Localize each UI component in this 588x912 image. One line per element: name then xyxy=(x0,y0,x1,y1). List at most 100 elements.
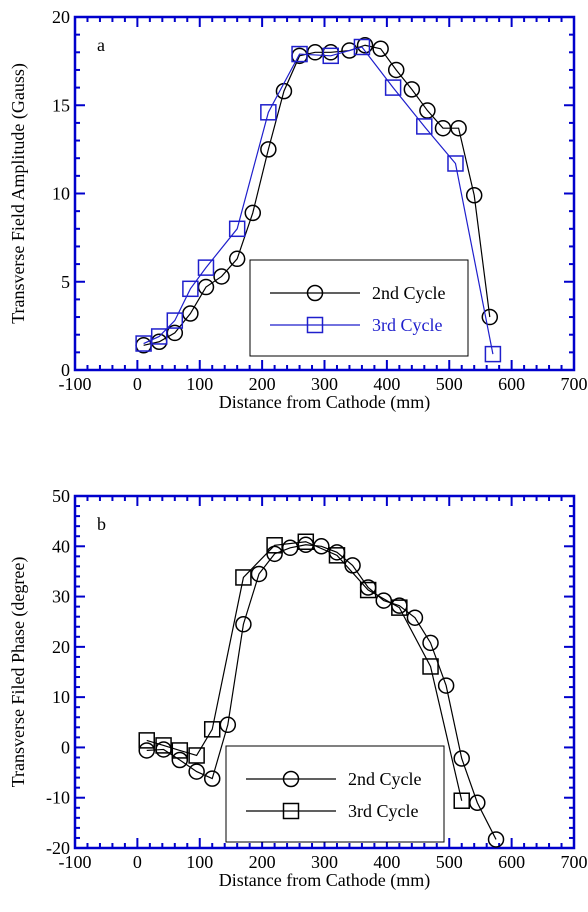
x-tick-label: 0 xyxy=(133,852,142,872)
x-tick-label: 500 xyxy=(436,852,463,872)
legend-label: 3rd Cycle xyxy=(372,315,442,335)
legend-box xyxy=(225,745,445,843)
chart-panel-a: -100 0 100 200 300 400 500 600 70005101520Distan… xyxy=(8,7,588,413)
data-point-square xyxy=(155,737,172,754)
data-point-circle xyxy=(422,634,439,652)
x-tick-label: 0 xyxy=(133,374,142,394)
data-point-circle xyxy=(372,40,389,58)
y-tick-label: 20 xyxy=(52,637,70,657)
data-point-circle xyxy=(481,308,499,326)
x-tick-label: 200 xyxy=(249,852,276,872)
x-axis-title: Distance from Cathode (mm) xyxy=(219,870,430,891)
x-tick-label: 300 xyxy=(311,374,338,394)
x-tick-label: 100 xyxy=(186,374,213,394)
x-tick-label: 400 xyxy=(373,852,400,872)
y-tick-label: 50 xyxy=(52,486,70,506)
legend-box xyxy=(249,259,469,357)
data-point-square xyxy=(188,747,205,764)
data-point-square xyxy=(235,569,252,586)
data-point-circle xyxy=(244,204,262,222)
y-axis-title: Transverse Filed Phase (degree) xyxy=(8,557,29,788)
data-point-circle xyxy=(138,742,155,759)
chart-panel-b: -100 0 100 200 300 400 500 600 700-20-1001020304… xyxy=(8,486,588,891)
data-point-circle xyxy=(171,751,189,769)
panel-letter: b xyxy=(97,514,106,534)
data-point-circle xyxy=(387,61,405,79)
data-point-circle xyxy=(403,81,421,98)
x-tick-label: -100 xyxy=(59,852,92,872)
data-point-circle xyxy=(213,268,230,285)
data-point-circle xyxy=(406,609,424,626)
y-tick-label: 40 xyxy=(52,536,70,556)
legend-marker xyxy=(306,284,324,302)
data-point-circle xyxy=(450,119,467,137)
data-point-circle xyxy=(465,187,483,204)
legend: 2nd Cycle 3rd Cycle xyxy=(249,259,469,357)
series-line xyxy=(146,541,463,801)
data-point-square xyxy=(138,732,155,749)
y-tick-label: 0 xyxy=(61,737,70,757)
series-1 xyxy=(135,38,502,363)
y-tick-label: 10 xyxy=(52,184,70,204)
data-point-circle xyxy=(437,677,455,694)
data-point-square xyxy=(484,345,502,363)
legend-marker xyxy=(282,770,300,788)
x-tick-label: 500 xyxy=(436,374,463,394)
x-tick-label: 300 xyxy=(311,852,338,872)
x-tick-label: -100 xyxy=(59,374,92,394)
data-point-square xyxy=(150,328,168,345)
y-tick-label: 10 xyxy=(52,687,70,707)
data-point-square xyxy=(322,47,339,65)
data-point-circle xyxy=(419,102,436,119)
data-point-square xyxy=(171,742,189,759)
y-tick-label: 5 xyxy=(61,272,70,292)
x-tick-label: 400 xyxy=(373,374,400,394)
y-tick-label: -20 xyxy=(46,838,70,858)
legend-label: 2nd Cycle xyxy=(372,283,446,303)
y-tick-label: -10 xyxy=(46,788,70,808)
data-point-square xyxy=(422,658,439,675)
x-tick-label: 200 xyxy=(249,374,276,394)
data-point-square xyxy=(197,259,215,276)
data-point-square xyxy=(297,533,315,551)
data-point-square xyxy=(353,38,371,56)
x-tick-label: 100 xyxy=(186,852,213,872)
series-1 xyxy=(138,533,470,809)
data-point-circle xyxy=(228,250,246,268)
x-tick-label: 700 xyxy=(561,852,588,872)
data-point-circle xyxy=(260,141,277,158)
data-point-square xyxy=(203,721,221,738)
y-axis-title: Transverse Field Amplitude (Gauss) xyxy=(8,63,29,324)
x-axis-title: Distance from Cathode (mm) xyxy=(219,392,430,413)
panel-letter: a xyxy=(97,35,105,55)
data-point-square xyxy=(384,79,402,96)
data-point-circle xyxy=(487,831,505,848)
data-point-square xyxy=(453,792,470,809)
x-tick-label: 700 xyxy=(561,374,588,394)
data-point-square xyxy=(266,537,283,554)
legend-marker xyxy=(282,802,300,820)
y-tick-label: 20 xyxy=(52,7,70,27)
legend-label: 3rd Cycle xyxy=(348,801,418,821)
data-point-square xyxy=(228,220,246,238)
x-tick-label: 600 xyxy=(498,852,525,872)
data-point-square xyxy=(447,155,464,172)
data-point-square xyxy=(260,104,277,121)
data-point-circle xyxy=(203,770,221,787)
data-point-square xyxy=(416,118,433,135)
data-point-square xyxy=(391,599,408,616)
data-point-square xyxy=(328,547,346,564)
series-line xyxy=(146,544,497,840)
data-point-circle xyxy=(341,42,358,59)
series-line xyxy=(143,46,494,355)
data-point-square xyxy=(166,312,184,329)
data-point-square xyxy=(182,280,199,298)
legend-marker xyxy=(306,316,324,334)
y-tick-label: 15 xyxy=(52,95,70,115)
legend-label: 2nd Cycle xyxy=(348,769,422,789)
data-point-circle xyxy=(453,750,470,767)
data-point-circle xyxy=(188,763,205,780)
y-tick-label: 0 xyxy=(61,360,70,380)
data-point-circle xyxy=(235,615,252,633)
